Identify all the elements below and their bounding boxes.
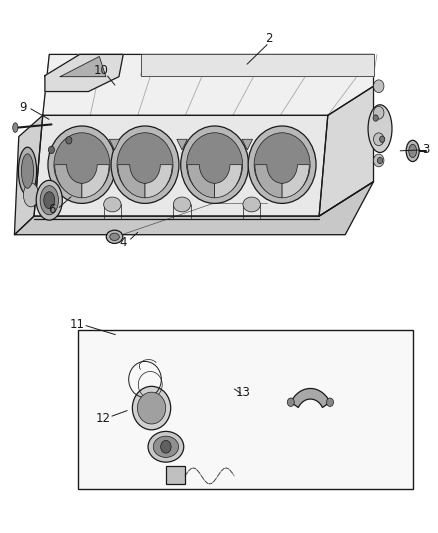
Wedge shape xyxy=(215,165,242,198)
Text: 13: 13 xyxy=(236,386,251,399)
Text: 10: 10 xyxy=(94,64,109,77)
Text: 4: 4 xyxy=(120,236,127,249)
Ellipse shape xyxy=(173,197,191,212)
Ellipse shape xyxy=(54,133,110,197)
Wedge shape xyxy=(82,165,109,198)
Ellipse shape xyxy=(44,192,55,209)
Ellipse shape xyxy=(36,180,62,220)
Ellipse shape xyxy=(23,183,39,207)
Text: 6: 6 xyxy=(48,203,55,216)
Circle shape xyxy=(161,440,171,453)
Polygon shape xyxy=(60,56,106,77)
Circle shape xyxy=(287,398,294,407)
Text: 12: 12 xyxy=(96,412,111,425)
Circle shape xyxy=(374,133,384,146)
Ellipse shape xyxy=(106,230,123,244)
Ellipse shape xyxy=(48,126,116,204)
Polygon shape xyxy=(141,54,374,76)
Text: 3: 3 xyxy=(422,143,429,156)
Ellipse shape xyxy=(21,154,34,188)
Ellipse shape xyxy=(243,197,260,212)
Wedge shape xyxy=(55,165,82,198)
Polygon shape xyxy=(110,139,120,150)
Ellipse shape xyxy=(368,105,392,152)
Ellipse shape xyxy=(40,185,58,215)
Circle shape xyxy=(48,146,54,154)
Wedge shape xyxy=(145,165,172,198)
Polygon shape xyxy=(319,86,374,216)
Text: 2: 2 xyxy=(265,32,273,45)
Circle shape xyxy=(380,136,385,142)
Ellipse shape xyxy=(148,431,184,462)
Ellipse shape xyxy=(181,126,249,204)
Ellipse shape xyxy=(254,133,310,197)
Polygon shape xyxy=(177,139,187,150)
Text: 11: 11 xyxy=(70,318,85,332)
Ellipse shape xyxy=(13,123,18,132)
Ellipse shape xyxy=(409,144,417,158)
Wedge shape xyxy=(255,165,282,198)
Ellipse shape xyxy=(153,436,179,457)
Ellipse shape xyxy=(18,147,37,195)
Polygon shape xyxy=(43,54,374,115)
Bar xyxy=(166,466,185,484)
Circle shape xyxy=(373,115,378,121)
Wedge shape xyxy=(187,165,215,198)
Ellipse shape xyxy=(110,233,119,240)
Wedge shape xyxy=(282,165,309,198)
Polygon shape xyxy=(242,139,253,150)
Ellipse shape xyxy=(248,126,316,204)
Circle shape xyxy=(374,80,384,93)
Text: 9: 9 xyxy=(19,101,27,114)
Polygon shape xyxy=(45,54,123,92)
Bar xyxy=(78,330,413,489)
Circle shape xyxy=(378,157,383,164)
Circle shape xyxy=(374,107,384,119)
Ellipse shape xyxy=(132,386,171,430)
Polygon shape xyxy=(14,115,43,235)
Ellipse shape xyxy=(111,126,179,204)
Polygon shape xyxy=(34,115,328,216)
Circle shape xyxy=(374,154,384,167)
Ellipse shape xyxy=(187,133,243,197)
Ellipse shape xyxy=(138,392,166,424)
Ellipse shape xyxy=(117,133,173,197)
Ellipse shape xyxy=(406,140,419,161)
Wedge shape xyxy=(118,165,145,198)
Ellipse shape xyxy=(104,197,121,212)
Polygon shape xyxy=(14,182,374,235)
Circle shape xyxy=(66,136,72,144)
Polygon shape xyxy=(291,389,330,408)
Circle shape xyxy=(326,398,333,407)
